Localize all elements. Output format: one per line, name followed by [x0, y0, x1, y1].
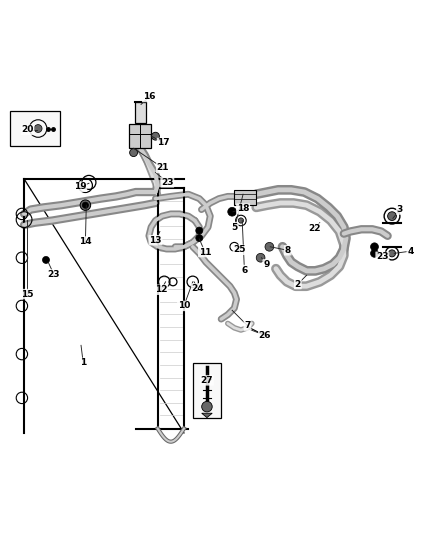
Circle shape — [130, 149, 138, 157]
Circle shape — [196, 227, 203, 234]
Text: 22: 22 — [308, 224, 321, 233]
Circle shape — [201, 401, 212, 412]
Text: 2: 2 — [295, 279, 301, 288]
Text: 13: 13 — [149, 236, 162, 245]
Circle shape — [371, 249, 378, 257]
Text: 16: 16 — [143, 93, 155, 101]
Text: 25: 25 — [233, 245, 246, 254]
Text: 27: 27 — [201, 376, 213, 385]
Circle shape — [238, 218, 244, 223]
Text: 4: 4 — [407, 247, 413, 256]
Circle shape — [82, 202, 88, 208]
Text: 1: 1 — [80, 358, 86, 367]
Text: 18: 18 — [237, 204, 249, 213]
Bar — [234, 190, 256, 205]
Circle shape — [388, 212, 396, 221]
Text: 7: 7 — [244, 321, 251, 330]
Text: 6: 6 — [241, 265, 247, 274]
Circle shape — [34, 125, 42, 133]
Circle shape — [42, 256, 49, 263]
Circle shape — [80, 200, 91, 211]
Circle shape — [196, 235, 203, 241]
Text: 23: 23 — [48, 270, 60, 279]
Text: 23: 23 — [376, 252, 389, 261]
Text: 17: 17 — [158, 139, 170, 148]
Text: 14: 14 — [79, 237, 92, 246]
Text: 12: 12 — [155, 285, 167, 294]
Text: 19: 19 — [74, 182, 86, 191]
Text: 23: 23 — [161, 178, 173, 187]
Text: 8: 8 — [285, 246, 291, 255]
Bar — [10, 111, 60, 146]
Circle shape — [389, 250, 396, 257]
Circle shape — [228, 207, 237, 216]
Text: 9: 9 — [263, 260, 269, 269]
Polygon shape — [201, 413, 212, 418]
Text: 20: 20 — [21, 125, 34, 134]
Bar — [193, 363, 221, 418]
Text: 21: 21 — [157, 164, 169, 173]
Bar — [129, 124, 151, 148]
Text: 26: 26 — [259, 331, 271, 340]
Circle shape — [265, 243, 274, 251]
Text: 24: 24 — [192, 284, 204, 293]
Text: 3: 3 — [397, 205, 403, 214]
Text: 15: 15 — [21, 289, 33, 298]
Circle shape — [371, 243, 378, 251]
Circle shape — [152, 132, 159, 140]
Text: 10: 10 — [178, 302, 190, 310]
Circle shape — [256, 253, 265, 262]
Bar — [135, 102, 146, 123]
Text: 5: 5 — [232, 223, 238, 231]
Text: 11: 11 — [199, 247, 211, 256]
